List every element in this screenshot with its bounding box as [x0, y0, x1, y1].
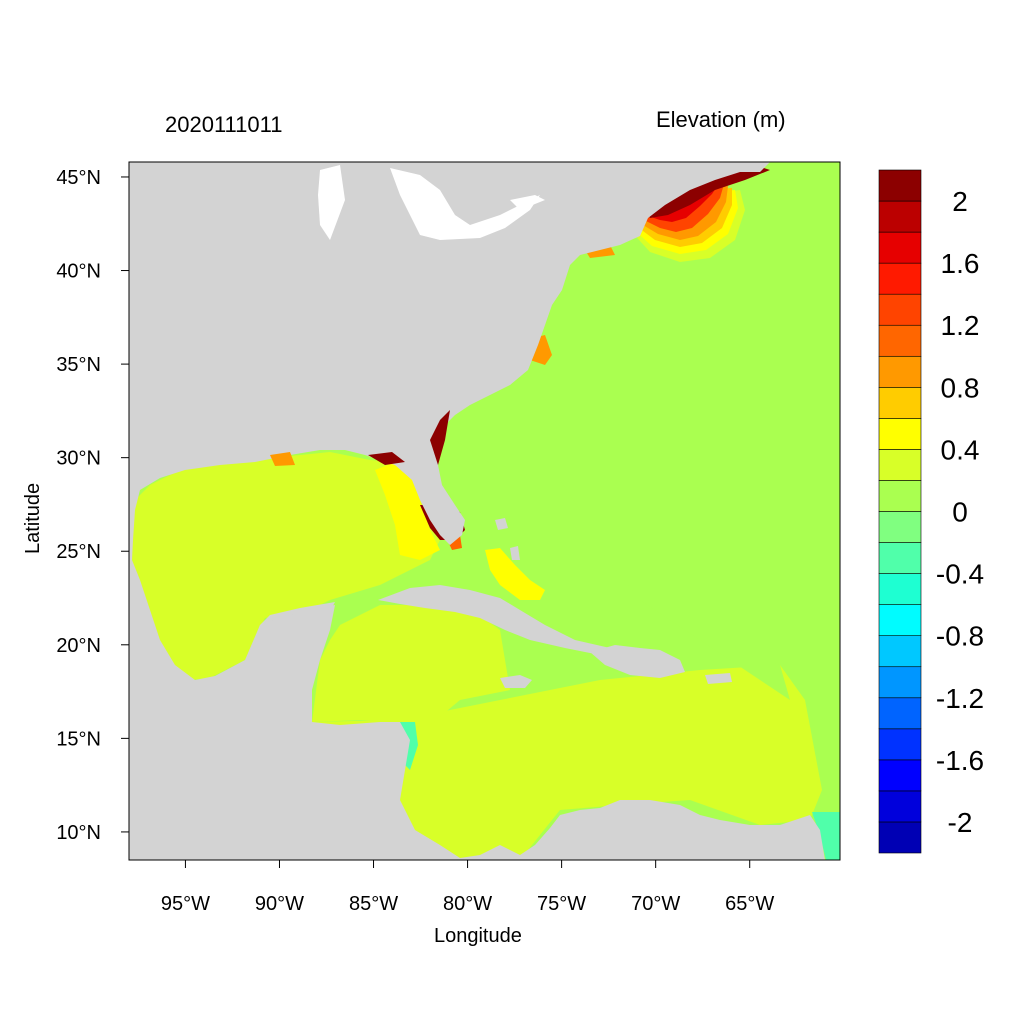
colorbar-swatch — [878, 418, 922, 450]
y-tick-label: 15°N — [56, 728, 101, 750]
colorbar-swatch — [878, 231, 922, 264]
east-coast-surge-spot — [430, 410, 450, 465]
colorbar-tick-label: -0.4 — [936, 559, 984, 590]
bahamas-banks-region — [485, 548, 545, 600]
x-tick-label: 85°W — [349, 893, 398, 915]
bahamas-island — [495, 518, 508, 530]
colorbar-swatch — [878, 449, 922, 481]
great-lakes-water — [318, 165, 345, 240]
y-tick-label: 10°N — [56, 822, 101, 844]
colorbar-swatch — [878, 573, 922, 605]
cuba-land — [378, 585, 610, 655]
hispaniola-land — [590, 645, 685, 678]
bahamas-island — [510, 546, 520, 560]
gulf-coast-surge-spot — [368, 452, 405, 465]
y-tick-label: 30°N — [56, 448, 101, 470]
lesser-antilles-east-region — [812, 812, 840, 860]
colorbar-swatch — [878, 604, 922, 636]
colorbar-tick-label: 1.2 — [941, 310, 980, 341]
colorbar-swatch — [878, 697, 922, 730]
y-tick-label: 45°N — [56, 167, 101, 189]
gulf-coast-surge-spot — [270, 452, 295, 466]
x-tick-label: 95°W — [161, 893, 210, 915]
x-tick-label: 80°W — [443, 893, 492, 915]
colorbar-swatch — [878, 200, 922, 233]
great-lakes-water — [510, 195, 545, 210]
colorbar-swatch — [878, 666, 922, 699]
colorbar-swatch — [878, 790, 922, 823]
plot-frame — [128, 161, 841, 861]
colorbar-swatch — [878, 759, 922, 792]
colorbar-swatch — [878, 355, 922, 388]
colorbar-swatch — [878, 324, 922, 357]
colorbar-tick-label: 0.4 — [941, 434, 980, 465]
colorbar-swatch — [878, 821, 922, 854]
new-york-bight-band — [585, 245, 615, 258]
puerto-rico-land — [705, 673, 732, 684]
colorbar-tick-label: 0 — [952, 497, 968, 528]
colorbar-swatch — [878, 480, 922, 512]
colorbar-swatch — [878, 169, 922, 202]
x-axis: 95°W 90°W 85°W 80°W 75°W 70°W 65°W — [161, 860, 774, 915]
colorbar: 2 1.6 1.2 0.8 0.4 0 -0.4 -0.8 -1.2 -1.6 -2 — [878, 169, 984, 854]
colorbar-tick-label: -0.8 — [936, 621, 984, 652]
yucatan-land — [245, 605, 335, 722]
x-tick-label: 90°W — [255, 893, 304, 915]
colorbar-swatch — [878, 542, 922, 574]
jamaica-land — [500, 675, 532, 688]
y-tick-label: 35°N — [56, 354, 101, 376]
x-axis-label: Longitude — [434, 925, 522, 947]
chart-right-title: Elevation (m) — [656, 107, 786, 132]
map-area — [129, 162, 840, 860]
colorbar-tick-label: 2 — [952, 186, 968, 217]
colorbar-swatch — [878, 293, 922, 326]
chart-left-title: 2020111011 — [165, 112, 283, 137]
northwest-caribbean-region — [312, 605, 510, 725]
colorbar-tick-label: 0.8 — [941, 372, 980, 403]
colorbar-tick-label: -2 — [948, 807, 973, 838]
y-tick-label: 25°N — [56, 541, 101, 563]
gulf-of-maine-core — [640, 165, 770, 218]
colorbar-swatch — [878, 728, 922, 761]
y-axis: 45°N 40°N 35°N 30°N 25°N 20°N 15°N 10°N — [56, 167, 129, 844]
colorbar-tick-label: -1.2 — [936, 683, 984, 714]
colorbar-tick-label: 1.6 — [941, 248, 980, 279]
atlantic-light-band — [455, 440, 790, 700]
colorbar-tick-label: -1.6 — [936, 745, 984, 776]
x-tick-label: 70°W — [631, 893, 680, 915]
colorbar-swatch — [878, 511, 922, 543]
land-masses — [129, 162, 825, 860]
y-tick-label: 20°N — [56, 635, 101, 657]
colorbar-swatch — [878, 262, 922, 295]
great-lakes-water — [390, 168, 540, 240]
gulf-of-mexico-region — [130, 452, 440, 680]
west-florida-shelf-region — [375, 462, 440, 560]
colorbar-swatch — [878, 387, 922, 419]
x-tick-label: 75°W — [537, 893, 586, 915]
colorbar-swatch — [878, 635, 922, 668]
x-tick-label: 65°W — [725, 893, 774, 915]
y-tick-label: 40°N — [56, 261, 101, 283]
